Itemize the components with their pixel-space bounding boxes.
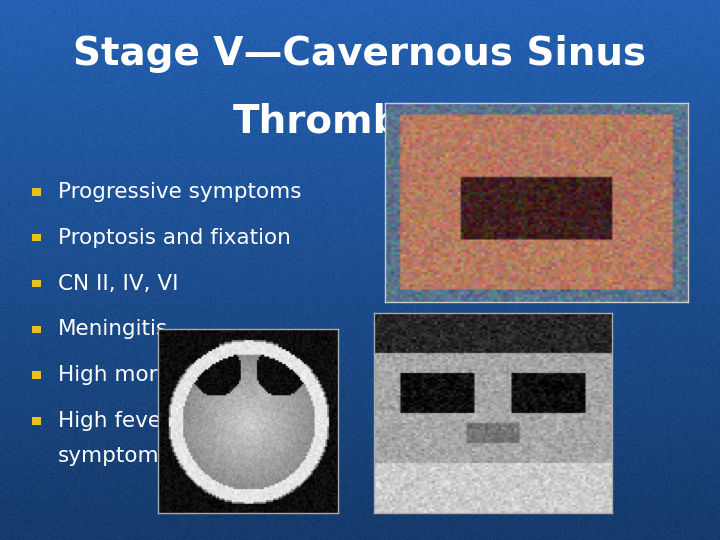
Text: CN II, IV, VI: CN II, IV, VI	[58, 273, 178, 294]
Text: High fever, bilateral: High fever, bilateral	[58, 411, 271, 431]
Bar	[32, 234, 41, 241]
Bar	[32, 417, 41, 425]
Bar	[32, 326, 41, 333]
Text: Meningitis: Meningitis	[58, 319, 168, 340]
Text: Thrombosis: Thrombosis	[233, 103, 487, 140]
Text: symptoms: symptoms	[58, 446, 171, 467]
Text: High mortality: High mortality	[58, 365, 212, 386]
Text: Stage V—Cavernous Sinus: Stage V—Cavernous Sinus	[73, 35, 647, 73]
Text: Progressive symptoms: Progressive symptoms	[58, 181, 301, 202]
Text: Proptosis and fixation: Proptosis and fixation	[58, 227, 290, 248]
Bar	[32, 372, 41, 379]
Bar	[32, 188, 41, 195]
Bar	[32, 280, 41, 287]
